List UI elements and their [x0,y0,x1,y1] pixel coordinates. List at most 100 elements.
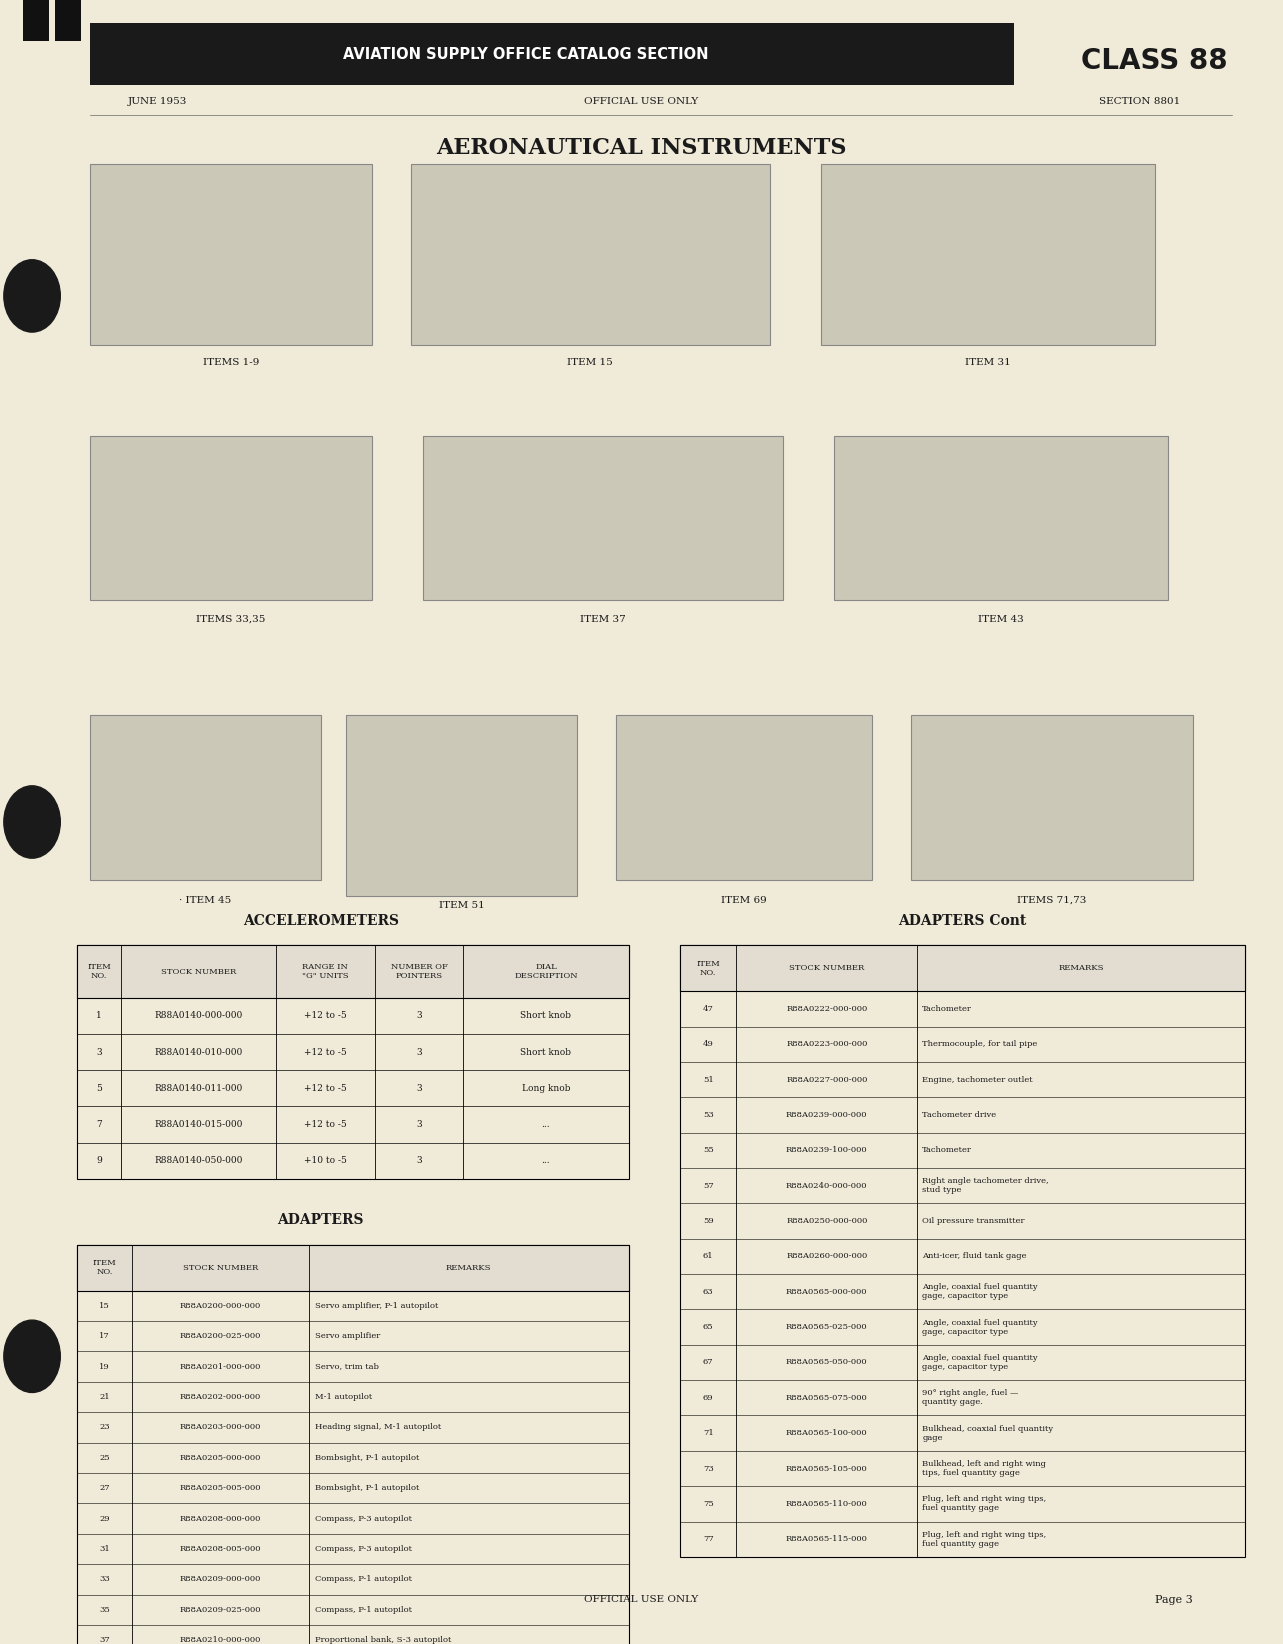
Text: ITEMS 1-9: ITEMS 1-9 [203,358,259,367]
Bar [911,715,1193,880]
Text: R88A0239-000-000: R88A0239-000-000 [786,1111,867,1120]
Text: R88A0205-000-000: R88A0205-000-000 [180,1453,262,1462]
Bar [616,715,872,880]
Text: R88A0227-000-000: R88A0227-000-000 [786,1075,867,1083]
Text: 7: 7 [96,1120,101,1129]
Text: +12 to -5: +12 to -5 [304,1083,346,1093]
Text: CLASS 88: CLASS 88 [1082,46,1228,76]
Text: R88A0140-000-000: R88A0140-000-000 [154,1011,242,1021]
Bar [90,715,321,880]
Text: Angle, coaxial fuel quantity
gage, capacitor type: Angle, coaxial fuel quantity gage, capac… [922,1318,1038,1335]
Text: REMARKS: REMARKS [1058,965,1103,972]
Text: R88A0208-005-000: R88A0208-005-000 [180,1545,262,1554]
Text: 33: 33 [99,1575,110,1583]
Text: ITEM
NO.: ITEM NO. [87,963,110,980]
Text: 3: 3 [416,1156,422,1166]
Text: Anti-icer, fluid tank gage: Anti-icer, fluid tank gage [922,1253,1026,1261]
Text: R88A0209-000-000: R88A0209-000-000 [180,1575,262,1583]
Bar [834,436,1168,600]
Text: R88A0565-110-000: R88A0565-110-000 [786,1499,867,1508]
Text: 29: 29 [99,1514,110,1522]
Text: R88A0565-115-000: R88A0565-115-000 [785,1535,867,1544]
Text: Oil pressure transmitter: Oil pressure transmitter [922,1217,1025,1225]
Bar [55,0,81,41]
Text: STOCK NUMBER: STOCK NUMBER [160,968,236,975]
Text: Thermocouple, for tail pipe: Thermocouple, for tail pipe [922,1041,1038,1049]
Text: 59: 59 [703,1217,713,1225]
Text: Short knob: Short knob [521,1047,571,1057]
Text: ITEM 37: ITEM 37 [580,615,626,623]
Text: R88A0205-005-000: R88A0205-005-000 [180,1485,262,1493]
Text: 31: 31 [99,1545,110,1554]
Bar [821,164,1155,345]
Text: Page 3: Page 3 [1156,1595,1193,1605]
Text: 73: 73 [703,1465,713,1473]
Text: 49: 49 [703,1041,713,1049]
Text: R88A0140-011-000: R88A0140-011-000 [154,1083,242,1093]
Text: +12 to -5: +12 to -5 [304,1120,346,1129]
Text: 3: 3 [416,1011,422,1021]
Text: SECTION 8801: SECTION 8801 [1100,97,1180,107]
Text: R88A0223-000-000: R88A0223-000-000 [786,1041,867,1049]
Text: ITEM 69: ITEM 69 [721,896,767,904]
Text: R88A0240-000-000: R88A0240-000-000 [786,1182,867,1190]
Text: 3: 3 [96,1047,101,1057]
Text: Bulkhead, left and right wing
tips, fuel quantity gage: Bulkhead, left and right wing tips, fuel… [922,1460,1046,1476]
Text: REMARKS: REMARKS [446,1264,491,1271]
Text: ITEM
NO.: ITEM NO. [697,960,720,977]
Text: +12 to -5: +12 to -5 [304,1011,346,1021]
Bar [680,945,1245,991]
Text: 65: 65 [703,1323,713,1332]
Bar [23,0,49,41]
Text: 63: 63 [703,1287,713,1295]
Text: Bombsight, P-1 autopilot: Bombsight, P-1 autopilot [316,1453,420,1462]
Text: ITEMS 33,35: ITEMS 33,35 [196,615,266,623]
Text: 35: 35 [99,1606,110,1614]
Text: ...: ... [541,1156,550,1166]
Text: R88A0140-010-000: R88A0140-010-000 [154,1047,242,1057]
Text: R88A0140-050-000: R88A0140-050-000 [154,1156,242,1166]
Bar [346,715,577,896]
Text: 3: 3 [416,1120,422,1129]
Text: DIAL
DESCRIPTION: DIAL DESCRIPTION [514,963,577,980]
Text: R88A0140-015-000: R88A0140-015-000 [154,1120,242,1129]
Circle shape [4,260,60,332]
Text: 57: 57 [703,1182,713,1190]
Bar [77,945,629,1179]
Text: R88A0208-000-000: R88A0208-000-000 [180,1514,262,1522]
Bar [411,164,770,345]
Text: ITEM 43: ITEM 43 [978,615,1024,623]
Circle shape [4,1320,60,1392]
Text: R88A0565-050-000: R88A0565-050-000 [786,1358,867,1366]
Text: Angle, coaxial fuel quantity
gage, capacitor type: Angle, coaxial fuel quantity gage, capac… [922,1355,1038,1371]
Text: Tachometer: Tachometer [922,1146,973,1154]
Text: Tachometer: Tachometer [922,1004,973,1013]
Text: 5: 5 [96,1083,101,1093]
Text: ACCELEROMETERS: ACCELEROMETERS [242,914,399,927]
Text: Compass, P-1 autopilot: Compass, P-1 autopilot [316,1575,412,1583]
Text: Servo, trim tab: Servo, trim tab [316,1363,378,1371]
Text: ITEM 31: ITEM 31 [965,358,1011,367]
Text: 27: 27 [99,1485,110,1493]
Text: 23: 23 [99,1424,110,1432]
Text: Compass, P-3 autopilot: Compass, P-3 autopilot [316,1514,412,1522]
Text: R88A0210-000-000: R88A0210-000-000 [180,1636,262,1644]
Text: +10 to -5: +10 to -5 [304,1156,346,1166]
Text: 77: 77 [703,1535,713,1544]
Text: STOCK NUMBER: STOCK NUMBER [789,965,865,972]
Text: · ITEM 45: · ITEM 45 [180,896,231,904]
Text: 3: 3 [416,1047,422,1057]
Text: Bulkhead, coaxial fuel quantity
gage: Bulkhead, coaxial fuel quantity gage [922,1425,1053,1442]
Text: ITEM 15: ITEM 15 [567,358,613,367]
Text: R88A0565-100-000: R88A0565-100-000 [786,1429,867,1437]
Text: R88A0209-025-000: R88A0209-025-000 [180,1606,262,1614]
Text: R88A0260-000-000: R88A0260-000-000 [786,1253,867,1261]
Circle shape [4,786,60,858]
Bar [90,23,1014,85]
Bar [77,1245,629,1644]
Text: OFFICIAL USE ONLY: OFFICIAL USE ONLY [584,1595,699,1605]
Text: 53: 53 [703,1111,713,1120]
Text: Bombsight, P-1 autopilot: Bombsight, P-1 autopilot [316,1485,420,1493]
Text: 69: 69 [703,1394,713,1402]
Text: 55: 55 [703,1146,713,1154]
